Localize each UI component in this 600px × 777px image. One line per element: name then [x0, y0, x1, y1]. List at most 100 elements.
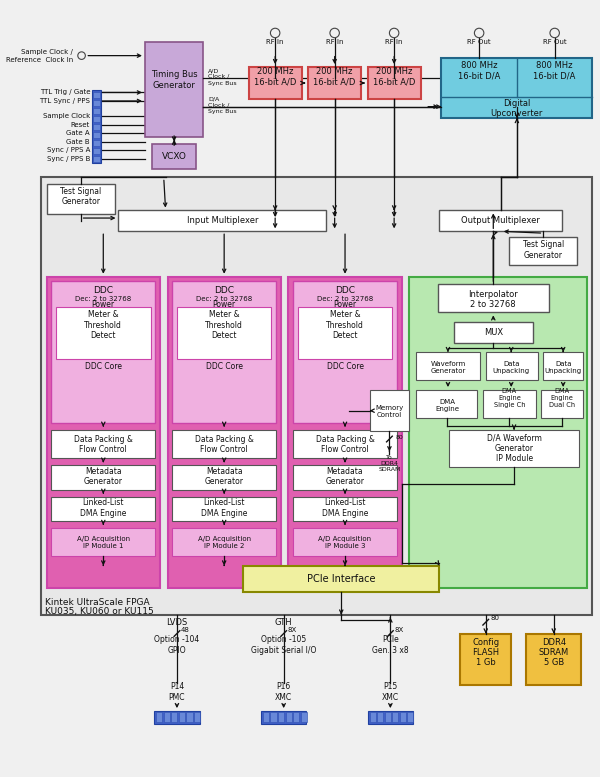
Text: Linked-List
DMA Engine: Linked-List DMA Engine [322, 498, 368, 517]
Bar [172, 497, 276, 521]
Bar [293, 430, 397, 458]
Bar [152, 145, 196, 169]
Bar [172, 465, 276, 490]
Bar [92, 89, 101, 163]
Text: Gate B: Gate B [67, 138, 90, 145]
Text: 200 MHz
16-bit A/D: 200 MHz 16-bit A/D [313, 67, 356, 86]
Bar [177, 307, 271, 359]
Bar [187, 712, 193, 723]
Bar [93, 140, 100, 146]
Text: RF Out: RF Out [467, 40, 491, 45]
Bar [164, 712, 170, 723]
Text: Clock /: Clock / [208, 103, 229, 107]
Bar [172, 430, 276, 458]
Text: A/D Acquisition
IP Module 3: A/D Acquisition IP Module 3 [319, 536, 371, 549]
Bar [93, 148, 100, 154]
Text: RF Out: RF Out [543, 40, 566, 45]
Bar [526, 633, 581, 685]
Text: DDC Core: DDC Core [206, 362, 242, 371]
Bar [93, 107, 100, 113]
Text: Metadata
Generator: Metadata Generator [84, 467, 123, 486]
Bar [416, 352, 480, 381]
Text: P14
PMC: P14 PMC [169, 682, 185, 702]
Text: DDC Core: DDC Core [326, 362, 364, 371]
Bar [261, 711, 307, 724]
Text: 8X: 8X [287, 627, 296, 632]
Text: P16
XMC: P16 XMC [275, 682, 292, 702]
Bar [293, 465, 397, 490]
Text: RF In: RF In [266, 40, 284, 45]
Text: A/D: A/D [208, 68, 220, 73]
Bar [407, 712, 413, 723]
Bar [439, 211, 562, 232]
Text: DMA
Engine
Single Ch: DMA Engine Single Ch [494, 388, 525, 409]
Text: D/A: D/A [208, 96, 220, 102]
Text: Clock /: Clock / [208, 74, 229, 79]
Bar [509, 237, 577, 265]
Bar [47, 277, 160, 588]
Bar [442, 57, 592, 118]
Text: PCIe
Gen. 3 x8: PCIe Gen. 3 x8 [372, 635, 409, 654]
Bar [368, 711, 413, 724]
Text: 80: 80 [396, 434, 404, 440]
Bar [483, 390, 536, 418]
Text: VCXO: VCXO [161, 152, 187, 161]
Text: RF In: RF In [326, 40, 343, 45]
Text: DDC: DDC [93, 286, 113, 295]
Bar [52, 528, 155, 556]
Text: Memory
Control: Memory Control [375, 405, 404, 418]
Text: TTL Sync / PPS: TTL Sync / PPS [39, 98, 90, 104]
Bar [52, 281, 155, 423]
Bar [93, 155, 100, 162]
Bar [278, 712, 284, 723]
Bar [172, 528, 276, 556]
Text: Config
FLASH
1 Gb: Config FLASH 1 Gb [472, 638, 499, 667]
Bar [263, 712, 269, 723]
Text: Digital
Upconverter: Digital Upconverter [491, 99, 543, 118]
Text: Data Packing &
Flow Control: Data Packing & Flow Control [195, 435, 254, 455]
Bar [194, 712, 200, 723]
Text: 800 MHz
16-bit D/A: 800 MHz 16-bit D/A [458, 61, 500, 81]
Text: KU035, KU060 or KU115: KU035, KU060 or KU115 [45, 607, 154, 616]
Text: Sample Clock /: Sample Clock / [21, 49, 73, 55]
Bar [486, 352, 538, 381]
Text: Timing Bus
Generator: Timing Bus Generator [151, 71, 197, 90]
Bar [308, 67, 361, 99]
Bar [271, 712, 277, 723]
Text: MUX: MUX [484, 328, 503, 336]
Bar [172, 281, 276, 423]
Bar [541, 390, 583, 418]
Bar [56, 307, 151, 359]
Bar [368, 67, 421, 99]
Text: DDR4
SDRAM
5 GB: DDR4 SDRAM 5 GB [539, 638, 569, 667]
Text: Test Signal
Generator: Test Signal Generator [60, 186, 101, 206]
Text: Kintek UltraScale FPGA: Kintek UltraScale FPGA [45, 598, 149, 607]
Bar [544, 352, 583, 381]
Bar [171, 712, 178, 723]
Text: 800 MHz
16-bit D/A: 800 MHz 16-bit D/A [533, 61, 576, 81]
Bar [370, 712, 376, 723]
Text: GTH: GTH [275, 618, 292, 627]
Bar [416, 390, 477, 418]
Bar [293, 712, 299, 723]
Text: Power
Meter &
Threshold
Detect: Power Meter & Threshold Detect [205, 300, 243, 340]
Bar [370, 390, 409, 431]
Text: Option -105
Gigabit Serial I/O: Option -105 Gigabit Serial I/O [251, 635, 316, 654]
Text: A/D Acquisition
IP Module 1: A/D Acquisition IP Module 1 [77, 536, 130, 549]
Bar [293, 528, 397, 556]
Text: DDC: DDC [214, 286, 234, 295]
Text: Interpolator
2 to 32768: Interpolator 2 to 32768 [469, 290, 518, 309]
Text: Metadata
Generator: Metadata Generator [326, 467, 365, 486]
Text: D/A Waveform
Generator
IP Module: D/A Waveform Generator IP Module [487, 434, 542, 463]
Text: 200 MHz
16-bit A/D: 200 MHz 16-bit A/D [373, 67, 415, 86]
Text: DDC Core: DDC Core [85, 362, 122, 371]
Bar [93, 92, 100, 98]
Text: Data
Unpacking: Data Unpacking [545, 361, 582, 374]
Text: Linked-List
DMA Engine: Linked-List DMA Engine [80, 498, 127, 517]
Text: Sync / PPS A: Sync / PPS A [47, 147, 90, 153]
Bar [289, 277, 401, 588]
Bar [249, 67, 302, 99]
Text: Sync Bus: Sync Bus [208, 81, 237, 85]
Bar [377, 712, 383, 723]
Text: Dec: 2 to 32768: Dec: 2 to 32768 [196, 296, 252, 302]
